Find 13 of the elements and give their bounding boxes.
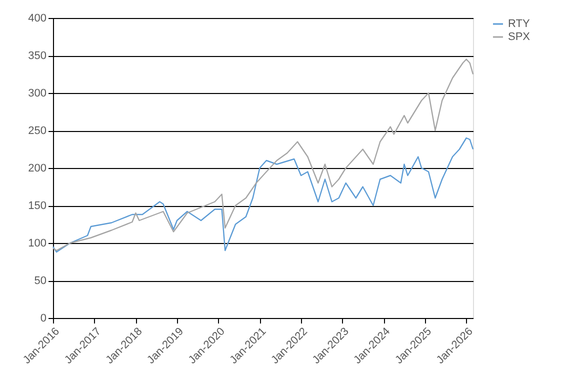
legend-label: RTY (508, 18, 530, 30)
line-series (52, 137, 474, 253)
y-tick-label: 300 (28, 88, 46, 100)
y-tick-label: 0 (40, 312, 46, 324)
line-series (52, 58, 474, 252)
y-tick-label: 250 (28, 125, 46, 137)
y-tick-label: 50 (34, 275, 46, 287)
y-tick-label: 200 (28, 162, 46, 174)
legend-label: SPX (508, 31, 531, 43)
y-tick-label: 150 (28, 200, 46, 212)
y-tick-label: 100 (28, 238, 46, 250)
y-tick-label: 400 (28, 12, 46, 24)
y-tick-label: 350 (28, 50, 46, 62)
